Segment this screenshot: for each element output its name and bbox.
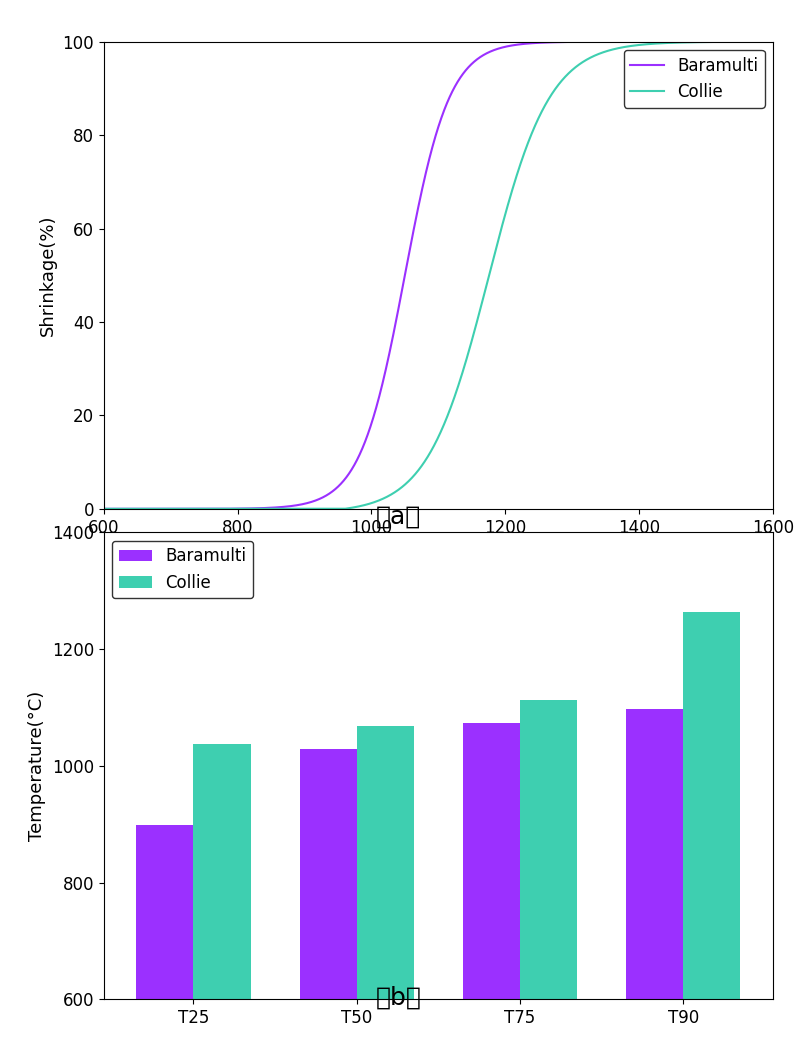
Baramulti bbox=[385, 347, 395, 359]
Bar bbox=[520, 700, 577, 1041]
Legend: Baramulti, Collie: Baramulti, Collie bbox=[112, 540, 253, 599]
Collie bbox=[355, 500, 365, 512]
Y-axis label: Shrinkage(%): Shrinkage(%) bbox=[39, 214, 57, 336]
Collie bbox=[99, 503, 108, 515]
Text: （b）: （b） bbox=[375, 986, 422, 1010]
Y-axis label: Temperature(°C): Temperature(°C) bbox=[28, 690, 46, 841]
Legend: Baramulti, Collie: Baramulti, Collie bbox=[624, 50, 765, 107]
Baramulti bbox=[755, 35, 764, 48]
Bar bbox=[463, 723, 520, 1041]
Collie bbox=[768, 35, 778, 48]
Bar bbox=[626, 709, 683, 1041]
Bar bbox=[194, 743, 250, 1041]
Baramulti bbox=[215, 503, 225, 515]
Baramulti bbox=[175, 503, 185, 515]
Bar bbox=[136, 826, 194, 1041]
Baramulti bbox=[683, 35, 693, 48]
Text: （a）: （a） bbox=[376, 505, 421, 529]
Bar bbox=[357, 726, 414, 1041]
Bar bbox=[300, 750, 357, 1041]
Collie bbox=[385, 489, 395, 502]
Collie bbox=[175, 503, 185, 515]
Line: Baramulti: Baramulti bbox=[104, 42, 773, 509]
Bar bbox=[683, 612, 740, 1041]
Line: Collie: Collie bbox=[104, 42, 773, 509]
Collie bbox=[755, 35, 764, 48]
Baramulti bbox=[355, 447, 365, 459]
Collie bbox=[683, 36, 693, 49]
Baramulti bbox=[99, 503, 108, 515]
Baramulti bbox=[768, 35, 778, 48]
X-axis label: Temperature(°C): Temperature(°C) bbox=[363, 542, 513, 560]
Collie bbox=[215, 503, 225, 515]
